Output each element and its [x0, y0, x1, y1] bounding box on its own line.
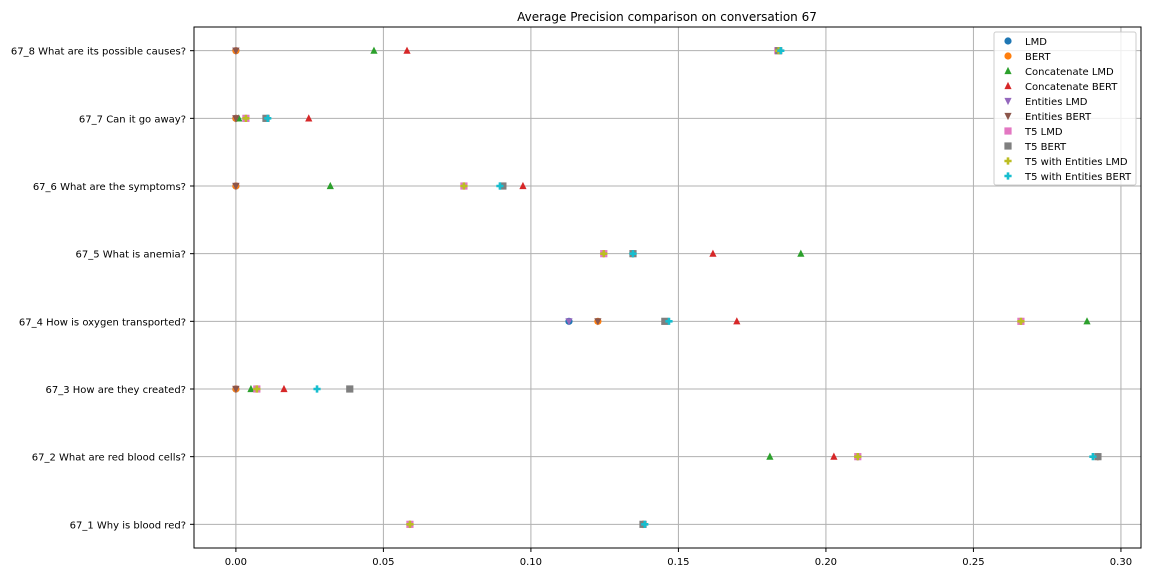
x-tick-label: 0.15	[667, 557, 689, 568]
point-t5-with-entities-lmd	[253, 385, 261, 393]
point-t5-with-entities-bert	[665, 317, 673, 325]
point-t5-with-entities-lmd	[406, 520, 414, 528]
legend-box	[993, 31, 1137, 186]
legend-label: T5 with Entities LMD	[1024, 157, 1128, 168]
chart-title: Average Precision comparison on conversa…	[517, 10, 817, 24]
point-entities-bert	[232, 115, 240, 123]
point-concatenate-bert	[519, 181, 527, 190]
y-tick-label: 67_4 How is oxygen transported?	[19, 317, 186, 328]
y-tick-label: 67_8 What are its possible causes?	[11, 47, 186, 58]
point-entities-lmd	[565, 318, 573, 326]
y-tick-label: 67_7 Can it go away?	[79, 114, 186, 125]
point-t5-bert	[346, 385, 354, 393]
legend-label: T5 BERT	[1024, 142, 1067, 153]
legend: LMD BERT Concatenate LMD Concatenate BERT En…	[993, 31, 1137, 186]
x-tick-labels: 0.00 0.05 0.10 0.15 0.20 0.25 0.30	[225, 548, 1132, 568]
x-tick-label: 0.05	[372, 557, 394, 568]
point-concatenate-bert	[830, 452, 838, 460]
x-tick-label: 0.30	[1110, 557, 1132, 568]
point-t5-with-entities-lmd	[854, 453, 862, 461]
legend-label: Entities LMD	[1025, 97, 1088, 108]
point-concatenate-lmd	[247, 384, 255, 393]
legend-marker-t5-with-entities-lmd	[1004, 157, 1012, 165]
legend-marker-t5-bert	[1004, 142, 1012, 150]
point-t5-bert	[661, 317, 669, 325]
legend-marker-lmd	[1004, 37, 1012, 45]
point-concatenate-bert	[280, 384, 288, 393]
legend-label: Concatenate LMD	[1025, 67, 1114, 78]
point-concatenate-bert	[733, 317, 741, 325]
point-t5-with-entities-bert	[264, 114, 272, 122]
data-points	[232, 46, 1102, 529]
y-tick-label: 67_3 How are they created?	[45, 385, 186, 396]
legend-label: LMD	[1025, 37, 1047, 48]
point-t5-with-entities-lmd	[600, 250, 608, 258]
y-tick-label: 67_5 What is anemia?	[76, 250, 186, 261]
x-tick-label: 0.00	[225, 557, 247, 568]
grid	[194, 27, 1141, 548]
legend-marker-entities-lmd	[1004, 97, 1012, 106]
legend-label: T5 LMD	[1024, 127, 1063, 138]
point-t5-with-entities-bert	[313, 385, 321, 393]
point-t5-with-entities-lmd	[460, 182, 468, 190]
point-t5-with-entities-lmd	[242, 114, 250, 122]
legend-marker-entities-bert	[1004, 112, 1012, 121]
point-entities-bert	[594, 318, 602, 326]
legend-marker-t5-with-entities-bert	[1004, 172, 1012, 180]
x-tick-label: 0.20	[815, 557, 837, 568]
y-tick-label: 67_1 Why is blood red?	[70, 520, 186, 531]
y-tick-labels: 67_1 Why is blood red? 67_2 What are red …	[11, 47, 194, 531]
point-concatenate-lmd	[1083, 317, 1091, 325]
point-t5-with-entities-bert	[496, 182, 504, 190]
point-concatenate-bert	[305, 114, 313, 122]
point-t5-bert	[1094, 453, 1102, 461]
point-t5-with-entities-bert	[777, 47, 785, 55]
point-concatenate-bert	[709, 249, 717, 257]
x-tick-label: 0.10	[520, 557, 542, 568]
point-concatenate-lmd	[326, 181, 334, 190]
point-entities-bert	[232, 47, 240, 55]
point-t5-with-entities-bert	[641, 520, 649, 528]
legend-label: Entities BERT	[1025, 112, 1092, 123]
legend-marker-bert	[1004, 52, 1012, 60]
y-tick-label: 67_6 What are the symptoms?	[33, 182, 186, 193]
plot-frame	[193, 26, 1142, 549]
point-concatenate-lmd	[797, 249, 805, 257]
legend-label: BERT	[1025, 52, 1051, 63]
point-concatenate-lmd	[370, 46, 378, 54]
point-t5-with-entities-bert	[629, 250, 637, 258]
x-tick-label: 0.25	[962, 557, 984, 568]
y-tick-label: 67_2 What are red blood cells?	[32, 453, 186, 464]
point-entities-bert	[232, 385, 240, 394]
point-entities-bert	[232, 182, 240, 191]
legend-label: T5 with Entities BERT	[1024, 172, 1132, 183]
legend-marker-t5-lmd	[1004, 127, 1012, 135]
point-t5-with-entities-bert	[1089, 453, 1097, 461]
point-concatenate-lmd	[766, 452, 774, 460]
legend-label: Concatenate BERT	[1025, 82, 1118, 93]
legend-marker-concatenate-bert	[1004, 81, 1012, 90]
point-t5-with-entities-lmd	[1017, 317, 1025, 325]
point-concatenate-bert	[403, 46, 411, 54]
legend-marker-concatenate-lmd	[1004, 66, 1012, 75]
